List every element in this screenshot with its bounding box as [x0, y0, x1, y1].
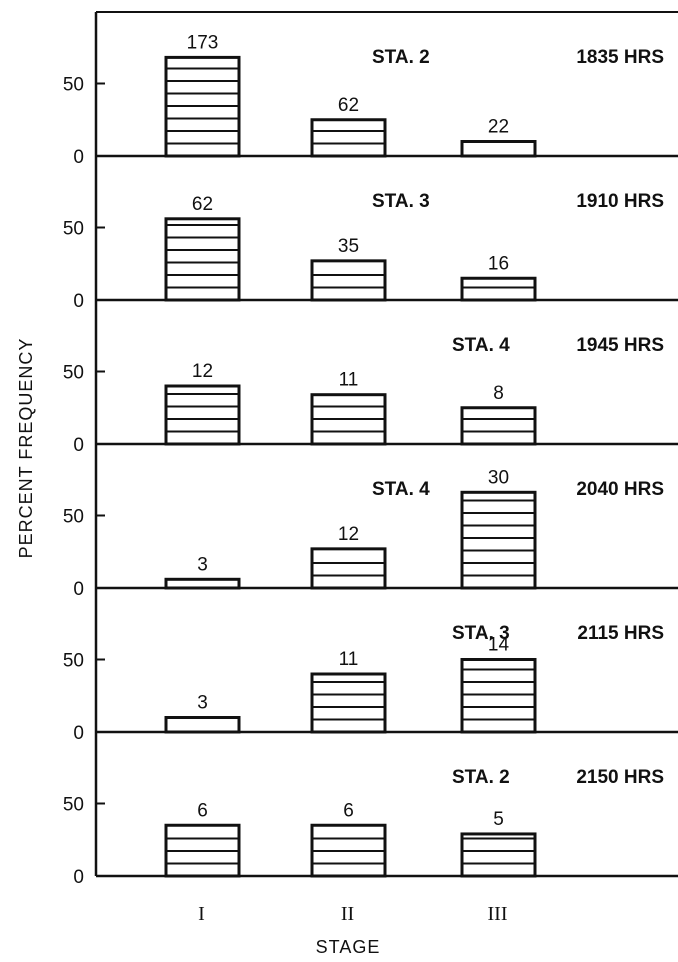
x-tick-label-stage: I [198, 903, 205, 925]
y-tick-label: 0 [73, 435, 84, 456]
bar-count-label: 11 [339, 649, 359, 670]
x-tick-label-stage: II [341, 903, 354, 925]
bar-count-label: 173 [187, 32, 219, 53]
bar-stage-I [164, 577, 241, 590]
y-tick-label: 50 [63, 363, 84, 384]
panel-5: 0 50 STA. 3 2115 HRS 3 11 14 [63, 623, 678, 744]
bar-count-label: 6 [343, 800, 354, 821]
bar-count-label: 30 [488, 467, 509, 488]
panel-time-label: 2115 HRS [577, 623, 664, 644]
bar-stage-I [164, 217, 241, 302]
y-tick-label: 50 [63, 507, 84, 528]
y-tick-label: 50 [63, 795, 84, 816]
panel-station-label: STA. 4 [372, 479, 430, 500]
bar-count-label: 35 [338, 236, 359, 257]
bar-stage-II [310, 547, 387, 590]
y-tick-label: 50 [63, 651, 84, 672]
panel-station-label: STA. 2 [452, 767, 510, 788]
panel-time-label: 1835 HRS [576, 47, 664, 68]
bar-stage-II [310, 118, 387, 158]
bar-stage-III [460, 490, 537, 590]
x-tick-label-stage: III [488, 903, 508, 925]
bar-stage-II [310, 259, 387, 302]
bar-count-label: 16 [488, 253, 509, 274]
y-tick-label: 0 [73, 723, 84, 744]
bar-count-label: 12 [192, 361, 213, 382]
panel-time-label: 2040 HRS [576, 479, 664, 500]
panel-1: 0 50 STA. 2 1835 HRS 173 62 22 [63, 32, 678, 168]
bar-stage-I [164, 716, 241, 734]
bar-stage-III [460, 276, 537, 302]
bar-count-label: 62 [192, 194, 213, 215]
bar-count-label: 22 [488, 117, 509, 138]
y-axis-title: PERCENT FREQUENCY [16, 338, 36, 559]
bar-count-label: 14 [488, 635, 510, 656]
y-tick-label: 0 [73, 147, 84, 168]
panel-station-label: STA. 3 [452, 623, 510, 644]
bar-stage-III [460, 140, 537, 158]
bar-stage-II [310, 672, 387, 734]
panel-station-label: STA. 4 [452, 335, 510, 356]
bar-count-label: 62 [338, 95, 359, 116]
x-axis: I II III [198, 903, 507, 925]
bar-stage-III [460, 832, 537, 878]
bar-count-label: 3 [197, 554, 208, 575]
bar-count-label: 12 [338, 524, 359, 545]
bar-count-label: 6 [197, 800, 208, 821]
panel-time-label: 2150 HRS [576, 767, 664, 788]
panel-6: 0 50 STA. 2 2150 HRS 6 6 5 [63, 767, 678, 888]
y-tick-label: 0 [73, 291, 84, 312]
bar-stage-I [164, 384, 241, 446]
panel-time-label: 1945 HRS [576, 335, 664, 356]
bar-stage-III [460, 406, 537, 446]
bar-count-label: 5 [493, 809, 504, 830]
x-axis-title: STAGE [316, 937, 381, 957]
bar-count-label: 11 [339, 370, 359, 391]
panel-station-label: STA. 3 [372, 191, 430, 212]
bar-count-label: 3 [197, 693, 208, 714]
panel-station-label: STA. 2 [372, 47, 430, 68]
panel-3: 0 50 STA. 4 1945 HRS 12 11 8 [63, 335, 678, 456]
y-tick-label: 0 [73, 579, 84, 600]
panel-time-label: 1910 HRS [576, 191, 664, 212]
y-tick-label: 50 [63, 219, 84, 240]
bar-count-label: 8 [493, 383, 504, 404]
panel-4: 0 50 STA. 4 2040 HRS 3 12 30 [63, 467, 678, 600]
y-tick-label: 0 [73, 867, 84, 888]
panel-2: 0 50 STA. 3 1910 HRS 62 35 16 [63, 191, 678, 312]
y-tick-label: 50 [63, 75, 84, 96]
